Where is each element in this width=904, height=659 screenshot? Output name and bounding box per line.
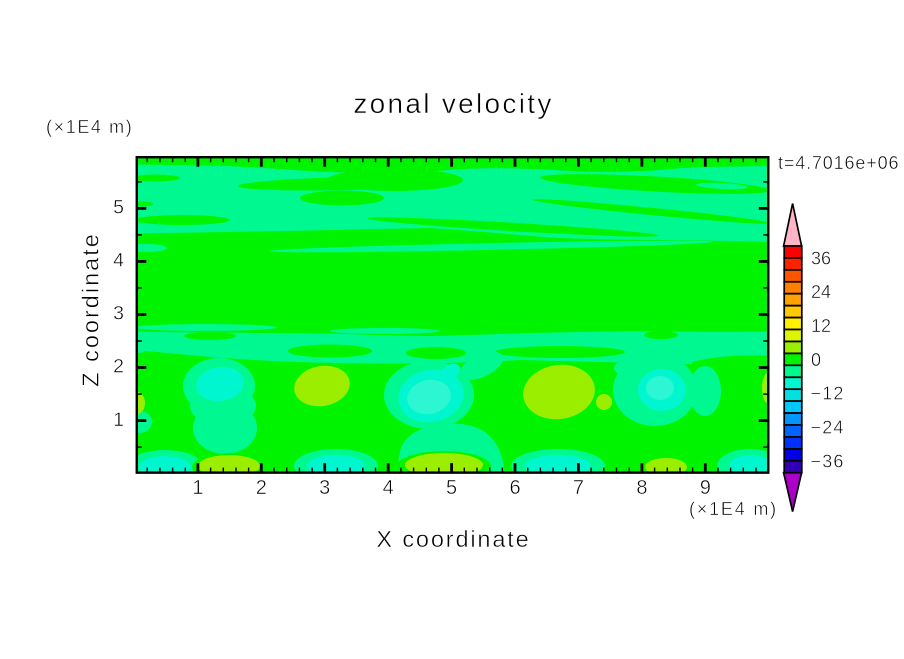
svg-text:1: 1 bbox=[192, 477, 203, 499]
svg-text:2: 2 bbox=[256, 477, 267, 499]
svg-text:0: 0 bbox=[811, 350, 821, 370]
svg-text:1: 1 bbox=[113, 409, 124, 431]
svg-text:36: 36 bbox=[811, 248, 831, 268]
svg-text:2: 2 bbox=[113, 356, 124, 378]
svg-text:3: 3 bbox=[319, 477, 330, 499]
svg-text:6: 6 bbox=[509, 477, 520, 499]
svg-text:zonal velocity: zonal velocity bbox=[353, 88, 553, 119]
svg-text:9: 9 bbox=[700, 477, 711, 499]
svg-text:t=4.7016e+06: t=4.7016e+06 bbox=[778, 153, 899, 173]
svg-text:4: 4 bbox=[383, 477, 394, 499]
svg-text:−12: −12 bbox=[811, 384, 845, 404]
svg-text:(×1E4 m): (×1E4 m) bbox=[689, 499, 778, 519]
svg-text:3: 3 bbox=[113, 303, 124, 325]
svg-text:24: 24 bbox=[811, 282, 831, 302]
svg-text:5: 5 bbox=[113, 197, 124, 219]
svg-text:−36: −36 bbox=[811, 451, 845, 471]
svg-text:4: 4 bbox=[113, 250, 124, 272]
svg-text:X coordinate: X coordinate bbox=[376, 526, 530, 552]
svg-text:5: 5 bbox=[446, 477, 457, 499]
svg-text:Z coordinate: Z coordinate bbox=[78, 232, 104, 387]
svg-text:−24: −24 bbox=[811, 418, 845, 438]
svg-text:7: 7 bbox=[573, 477, 584, 499]
svg-text:(×1E4 m): (×1E4 m) bbox=[46, 117, 133, 137]
svg-text:12: 12 bbox=[811, 316, 831, 336]
svg-text:8: 8 bbox=[636, 477, 647, 499]
